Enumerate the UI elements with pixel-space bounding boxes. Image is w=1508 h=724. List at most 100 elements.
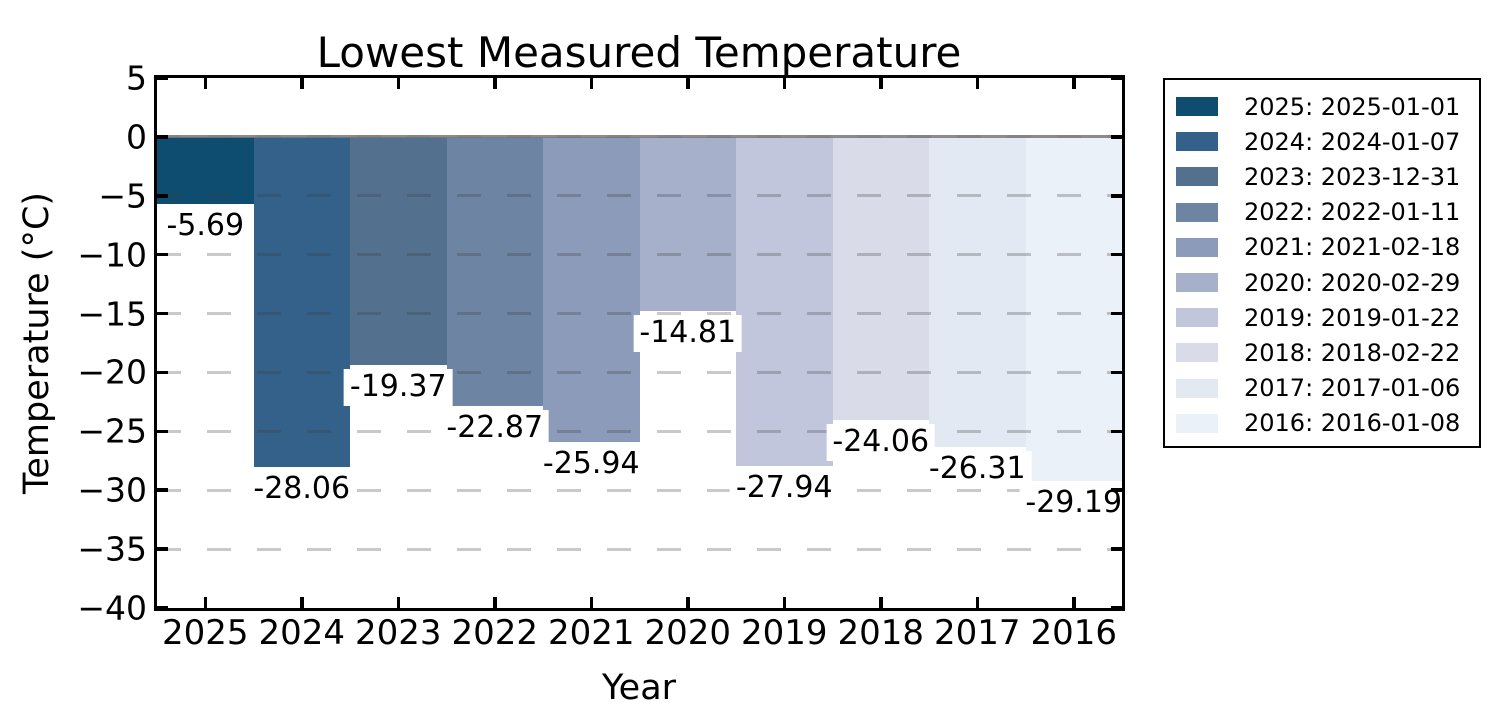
x-tick-bottom xyxy=(493,597,497,608)
x-tick-top xyxy=(1072,78,1076,89)
gridline--20 xyxy=(157,370,1122,374)
y-tick-label: 0 xyxy=(126,117,147,157)
x-tick-label-2016: 2016 xyxy=(1030,613,1118,653)
gridline--30 xyxy=(157,488,1122,492)
x-tick-label-2025: 2025 xyxy=(161,613,249,653)
y-tick-left xyxy=(157,135,168,139)
legend-item-label: 2019: 2019-01-22 xyxy=(1244,303,1461,332)
y-tick-right xyxy=(1111,194,1122,198)
y-tick-right xyxy=(1111,370,1122,375)
bar-2023 xyxy=(350,136,447,365)
x-tick-bottom xyxy=(203,597,207,608)
bar-2017 xyxy=(929,136,1026,447)
bar-value-label: -22.87 xyxy=(440,410,550,448)
legend-swatch xyxy=(1176,167,1218,187)
gridline--5 xyxy=(157,194,1122,198)
bar-value-label: -29.19 xyxy=(1019,484,1129,522)
bar-value-label: -14.81 xyxy=(633,315,743,353)
legend-swatch xyxy=(1176,237,1218,257)
bar-2019 xyxy=(736,136,833,466)
bar-value-label: -28.06 xyxy=(247,471,357,509)
legend-item-label: 2023: 2023-12-31 xyxy=(1244,162,1461,191)
y-tick-label: −35 xyxy=(77,529,147,569)
legend-item: 2018: 2018-02-22 xyxy=(1165,335,1479,370)
x-tick-bottom xyxy=(396,597,400,608)
y-tick-label: −30 xyxy=(77,470,147,510)
y-tick-label: −10 xyxy=(77,235,147,275)
y-tick-left xyxy=(157,606,168,610)
bar-2016 xyxy=(1025,136,1122,481)
x-tick-top xyxy=(300,78,304,89)
y-tick-left xyxy=(157,429,168,434)
y-tick-left xyxy=(157,547,168,551)
y-tick-right xyxy=(1111,606,1122,610)
y-tick-left xyxy=(157,370,168,375)
bar-value-label: -19.37 xyxy=(343,369,453,407)
zero-line xyxy=(157,135,1122,139)
bar-2021 xyxy=(543,136,640,443)
x-tick-top xyxy=(879,78,883,89)
y-tick-label: −20 xyxy=(77,352,147,392)
legend-item: 2020: 2020-02-29 xyxy=(1165,265,1479,300)
y-tick-right xyxy=(1111,547,1122,551)
legend-item-label: 2020: 2020-02-29 xyxy=(1244,268,1461,297)
x-axis-label: Year xyxy=(601,668,677,708)
legend-item: 2025: 2025-01-01 xyxy=(1165,89,1479,124)
x-tick-top xyxy=(686,78,690,89)
x-tick-bottom xyxy=(782,597,786,608)
y-tick-right xyxy=(1111,488,1122,492)
bar-2020 xyxy=(639,136,736,312)
y-tick-left xyxy=(157,488,168,492)
legend: 2025: 2025-01-01 2024: 2024-01-07 2023: 20… xyxy=(1163,78,1481,448)
y-tick-right xyxy=(1111,135,1122,139)
y-tick-label: −15 xyxy=(77,294,147,334)
bar-2025 xyxy=(157,136,254,204)
x-tick-bottom xyxy=(589,597,593,608)
y-tick-label: 5 xyxy=(126,58,147,98)
legend-swatch xyxy=(1176,202,1218,222)
x-tick-top xyxy=(782,78,786,89)
legend-item: 2019: 2019-01-22 xyxy=(1165,300,1479,335)
x-tick-top xyxy=(493,78,497,89)
x-tick-bottom xyxy=(686,597,690,608)
x-tick-label-2023: 2023 xyxy=(354,613,442,653)
y-tick-label: −25 xyxy=(77,411,147,451)
bar-2024 xyxy=(253,136,350,468)
bar-2022 xyxy=(446,136,543,407)
legend-item: 2016: 2016-01-08 xyxy=(1165,406,1479,441)
plot-area: -5.69 -28.06 -19.37 -22.87 -25.94 -14.81 -27.9… xyxy=(154,75,1129,611)
x-tick-label-2017: 2017 xyxy=(933,613,1021,653)
gridline--15 xyxy=(157,312,1122,316)
legend-item: 2017: 2017-01-06 xyxy=(1165,371,1479,406)
y-tick-left xyxy=(157,311,168,316)
legend-swatch xyxy=(1176,413,1218,433)
bar-2018 xyxy=(832,136,929,421)
legend-item-label: 2018: 2018-02-22 xyxy=(1244,338,1461,367)
gridline--25 xyxy=(157,429,1122,433)
x-tick-top xyxy=(589,78,593,89)
legend-item-label: 2025: 2025-01-01 xyxy=(1244,92,1461,121)
legend-item: 2023: 2023-12-31 xyxy=(1165,159,1479,194)
x-tick-bottom xyxy=(975,597,979,608)
x-tick-label-2021: 2021 xyxy=(547,613,635,653)
x-tick-top xyxy=(396,78,400,89)
y-tick-left xyxy=(157,194,168,198)
x-tick-label-2024: 2024 xyxy=(258,613,346,653)
y-tick-label: −5 xyxy=(98,176,147,216)
bar-value-label: -27.94 xyxy=(729,469,839,507)
y-tick-label: −40 xyxy=(77,588,147,628)
y-tick-right xyxy=(1111,252,1122,257)
x-tick-label-2018: 2018 xyxy=(837,613,925,653)
legend-item-label: 2016: 2016-01-08 xyxy=(1244,409,1461,438)
x-tick-top xyxy=(975,78,979,89)
y-tick-left xyxy=(157,252,168,257)
legend-item-label: 2021: 2021-02-18 xyxy=(1244,233,1461,262)
legend-swatch xyxy=(1176,273,1218,293)
x-tick-top xyxy=(203,78,207,89)
legend-swatch xyxy=(1176,97,1218,117)
x-tick-bottom xyxy=(879,597,883,608)
bar-value-label: -24.06 xyxy=(826,424,936,462)
legend-item-label: 2022: 2022-01-11 xyxy=(1244,198,1461,227)
legend-item: 2021: 2021-02-18 xyxy=(1165,230,1479,265)
x-tick-bottom xyxy=(300,597,304,608)
